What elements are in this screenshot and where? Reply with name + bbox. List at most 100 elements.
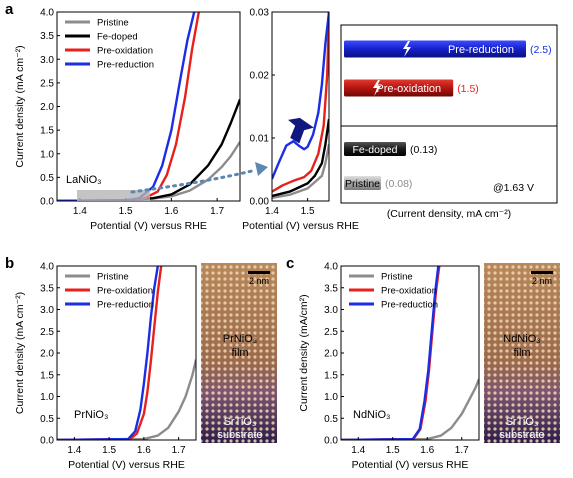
legend-label-pristine: Pristine — [97, 272, 129, 283]
y-tick-label: 1.0 — [40, 149, 54, 160]
y-tick-label: 2.5 — [40, 78, 54, 89]
series-line-pristine — [57, 359, 196, 440]
bar-value-fe_doped: (0.13) — [410, 144, 437, 156]
x-tick-label: 1.4 — [67, 445, 81, 456]
lightning-icon — [373, 80, 381, 96]
legend-label-fe_doped: Fe-doped — [97, 32, 138, 43]
x-tick-label: 1.6 — [420, 445, 434, 456]
y-tick-label: 1.0 — [324, 392, 338, 403]
legend-label-pre_reduction: Pre-reduction — [97, 300, 154, 311]
bar-chart-annotation: @1.63 V — [493, 182, 534, 194]
bar-box-bottom — [340, 125, 558, 204]
plot-frame — [271, 11, 330, 202]
y-tick-label: 0.03 — [250, 8, 270, 19]
x-tick-label: 1.7 — [210, 206, 224, 217]
y-tick-label: 2.0 — [40, 349, 54, 360]
y-tick-label: 4.0 — [40, 262, 54, 273]
substrate-word-b: substrate — [217, 429, 262, 441]
x-axis-label: Potential (V) versus RHE — [352, 459, 469, 471]
bar-label-fe_doped: Fe-doped — [353, 144, 398, 156]
y-tick-label: 2.5 — [324, 327, 338, 338]
bar-pristine — [344, 176, 381, 190]
bar-pre_oxidation — [344, 79, 454, 97]
y-tick-label: 0.00 — [250, 197, 270, 208]
bar-label-pre_oxidation: Pre-oxidation — [376, 83, 441, 95]
y-tick-label: 2.5 — [40, 327, 54, 338]
lightning-icon — [403, 41, 411, 57]
legend-label-pre_reduction: Pre-reduction — [97, 60, 154, 71]
chart-panel-a-zoom: 0.00 0.01 0.02 0.03 1.4 1.5 Potential (V) vers… — [242, 8, 359, 233]
legend-label-pristine: Pristine — [97, 18, 129, 29]
panel-label-a: a — [5, 1, 14, 18]
x-axis-label: Potential (V) versus RHE — [68, 459, 185, 471]
y-axis-label: Current density (mA cm⁻²) — [14, 45, 26, 167]
y-axis-label: Current density (mA cm⁻²) — [14, 292, 26, 414]
series-line-pristine — [272, 144, 329, 199]
y-tick-label: 0.0 — [40, 436, 54, 447]
film-label-b: PrNiO₃ — [223, 333, 257, 345]
bar-chart-a: Pre-reduction (2.5) Pre-oxidation (1.5) Fe-d… — [340, 24, 558, 204]
bar-label-pristine: Pristine — [345, 178, 380, 190]
material-label: LaNiO₃ — [66, 174, 102, 186]
bar-value-pre_oxidation: (1.5) — [457, 83, 479, 95]
plot-frame — [56, 11, 241, 202]
y-tick-label: 1.0 — [40, 392, 54, 403]
x-tick-label: 1.6 — [164, 206, 178, 217]
substrate-label-b: SrTiO₃ — [224, 416, 257, 428]
y-tick-label: 2.0 — [324, 349, 338, 360]
legend-label-pre_oxidation: Pre-oxidation — [381, 286, 437, 297]
y-tick-label: 0.0 — [40, 197, 54, 208]
legend-label-pre_oxidation: Pre-oxidation — [97, 286, 153, 297]
x-axis-label: Potential (V) versus RHE — [90, 220, 207, 232]
series-line-pristine — [341, 378, 479, 440]
x-axis-label: Potential (V) versus RHE — [242, 220, 359, 232]
x-tick-label: 1.7 — [455, 445, 469, 456]
zoom-region-highlight — [77, 190, 150, 201]
peak-arrow-icon — [288, 117, 314, 144]
zoom-arrow-head — [255, 162, 268, 176]
y-tick-label: 3.0 — [324, 305, 338, 316]
substrate-word-c: substrate — [499, 429, 544, 441]
y-tick-label: 3.5 — [40, 31, 54, 42]
y-tick-label: 0.01 — [250, 134, 270, 145]
x-tick-label: 1.6 — [137, 445, 151, 456]
chart-panel-c: 0.0 0.5 1.0 1.5 2.0 2.5 3.0 3.5 4.0 1.4 1.5 1.6 1.7 P… — [298, 262, 480, 471]
y-tick-label: 3.5 — [324, 283, 338, 294]
y-tick-label: 3.5 — [40, 283, 54, 294]
scale-label-b: 2 nm — [249, 276, 269, 286]
film-word-b: film — [231, 347, 248, 359]
bar-pre_reduction — [344, 40, 526, 58]
substrate-label-c: SrTiO₃ — [506, 416, 539, 428]
bar-chart-xlabel: (Current density, mA cm⁻²) — [387, 208, 511, 220]
scale-bar-c — [531, 271, 553, 274]
series-line-pre_oxidation — [272, 12, 329, 193]
y-tick-label: 4.0 — [324, 262, 338, 273]
y-tick-label: 3.0 — [40, 305, 54, 316]
panel-label-c: c — [286, 255, 294, 272]
y-tick-label: 0.02 — [250, 71, 270, 82]
material-label: NdNiO₃ — [353, 409, 391, 421]
film-label-c: NdNiO₃ — [503, 333, 541, 345]
x-tick-label: 1.4 — [73, 206, 87, 217]
y-tick-label: 0.5 — [40, 173, 54, 184]
y-tick-label: 0.5 — [324, 414, 338, 425]
x-tick-label: 1.5 — [386, 445, 400, 456]
bar-label-pre_reduction: Pre-reduction — [448, 44, 514, 56]
series-line-fe_doped — [272, 118, 329, 198]
y-tick-label: 0.5 — [40, 414, 54, 425]
zoom-dotted-arrow — [130, 168, 258, 194]
bar-fe_doped — [344, 142, 406, 156]
y-tick-label: 1.5 — [40, 126, 54, 137]
legend-label-pre_oxidation: Pre-oxidation — [97, 46, 153, 57]
series-line-pre_oxidation — [57, 266, 163, 440]
y-axis-label: Current density (mA/cm²) — [298, 294, 310, 411]
series-line-pre_reduction — [341, 266, 440, 440]
x-tick-label: 1.7 — [172, 445, 186, 456]
y-tick-label: 1.5 — [324, 370, 338, 381]
stem-image-b: 2 nm PrNiO₃ film SrTiO₃ substrate — [201, 263, 277, 443]
y-tick-label: 2.0 — [40, 102, 54, 113]
film-word-c: film — [513, 347, 530, 359]
x-tick-label: 1.4 — [265, 206, 279, 217]
stem-image-c: 2 nm NdNiO₃ film SrTiO₃ substrate — [484, 263, 560, 443]
